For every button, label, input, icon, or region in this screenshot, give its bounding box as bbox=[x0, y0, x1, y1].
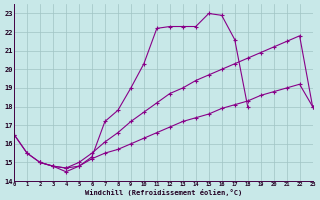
X-axis label: Windchill (Refroidissement éolien,°C): Windchill (Refroidissement éolien,°C) bbox=[85, 189, 242, 196]
